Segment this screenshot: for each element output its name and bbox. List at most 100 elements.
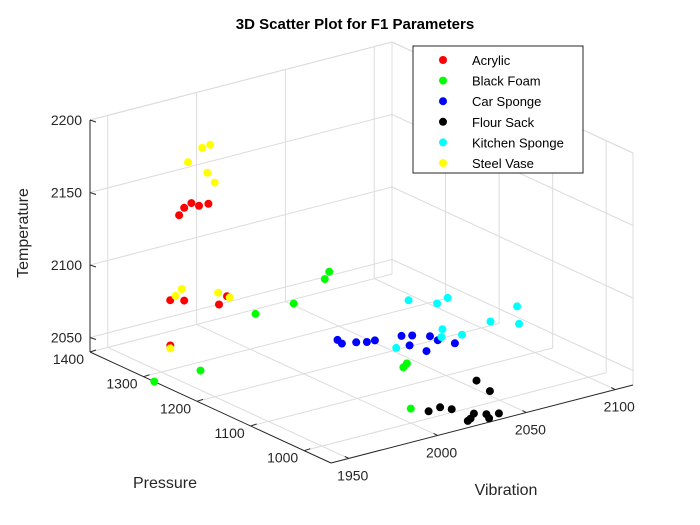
data-point-steel-vase xyxy=(177,285,186,293)
y-tick-mark xyxy=(250,423,257,427)
legend-marker-black-foam xyxy=(439,76,447,85)
data-point-acrylic xyxy=(195,201,203,210)
legend-label-flour-sack: Flour Sack xyxy=(472,115,535,130)
data-point-kitchen-sponge xyxy=(392,343,401,352)
data-point-car-sponge xyxy=(426,332,434,341)
data-point-kitchen-sponge xyxy=(437,333,446,342)
legend-marker-kitchen-sponge xyxy=(439,138,447,147)
data-point-car-sponge xyxy=(337,339,346,348)
data-point-flour-sack xyxy=(485,387,494,396)
legend-label-steel-vase: Steel Vase xyxy=(472,156,534,171)
grid-line xyxy=(285,301,527,413)
data-point-acrylic xyxy=(187,199,196,208)
y-axis-label: Pressure xyxy=(133,475,197,492)
legend-marker-acrylic xyxy=(439,56,447,64)
data-point-steel-vase xyxy=(214,288,223,297)
x-axis-label: Vibration xyxy=(475,482,538,499)
grid-line xyxy=(250,347,553,427)
z-axis-label: Temperature xyxy=(15,188,32,278)
data-point-acrylic xyxy=(180,296,189,305)
grid-line xyxy=(196,324,438,436)
data-point-black-foam xyxy=(406,404,415,413)
z-tick-mark xyxy=(89,337,97,340)
data-point-steel-vase xyxy=(210,178,219,187)
x-axis-line xyxy=(330,384,634,464)
y-tick-label: 1100 xyxy=(215,425,245,441)
data-point-kitchen-sponge xyxy=(438,325,447,334)
data-point-acrylic xyxy=(166,296,175,305)
data-point-flour-sack xyxy=(463,416,472,425)
z-tick-mark xyxy=(89,264,97,268)
grid-line xyxy=(391,186,634,299)
legend: Acrylic Black Foam Car Sponge Flour Sack Kit… xyxy=(412,45,584,174)
grid-line xyxy=(107,346,349,459)
y-tick-label: 1300 xyxy=(106,376,137,392)
data-point-acrylic xyxy=(204,199,213,208)
legend-marker-car-sponge xyxy=(439,97,447,106)
box-edge xyxy=(89,41,393,121)
data-point-acrylic xyxy=(175,211,184,220)
z-tick-label: 2100 xyxy=(51,257,82,273)
data-point-flour-sack xyxy=(472,376,481,385)
legend-marker-steel-vase xyxy=(439,159,447,167)
data-point-black-foam xyxy=(402,359,411,368)
y-tick-mark xyxy=(196,398,204,402)
data-point-steel-vase xyxy=(206,140,215,149)
data-point-steel-vase xyxy=(225,293,234,302)
data-points xyxy=(150,140,523,425)
chart-title: 3D Scatter Plot for F1 Parameters xyxy=(236,16,474,33)
data-point-car-sponge xyxy=(352,338,361,347)
x-tick-mark xyxy=(611,387,616,391)
legend-marker-flour-sack xyxy=(439,117,447,126)
data-point-car-sponge xyxy=(422,347,431,356)
data-point-car-sponge xyxy=(408,331,417,340)
data-point-car-sponge xyxy=(450,339,459,348)
data-point-kitchen-sponge xyxy=(458,330,466,339)
grid-line xyxy=(89,186,393,266)
data-point-car-sponge xyxy=(362,338,371,346)
data-point-kitchen-sponge xyxy=(515,319,523,328)
data-point-flour-sack xyxy=(447,405,456,414)
data-point-flour-sack xyxy=(436,403,445,412)
data-point-kitchen-sponge xyxy=(513,302,522,311)
z-tick-mark xyxy=(89,192,97,195)
z-tick-label: 2200 xyxy=(51,112,82,128)
legend-label-acrylic: Acrylic xyxy=(472,53,511,68)
x-tick-label: 1950 xyxy=(337,467,368,483)
data-point-black-foam xyxy=(289,299,298,308)
grid-line xyxy=(89,114,393,193)
data-point-flour-sack xyxy=(424,407,433,416)
grid-line xyxy=(374,278,616,391)
data-point-car-sponge xyxy=(370,336,379,345)
z-tick-mark xyxy=(89,119,97,123)
grid-line xyxy=(304,372,607,452)
y-tick-label: 1000 xyxy=(267,450,298,466)
data-point-car-sponge xyxy=(397,331,406,340)
data-point-kitchen-sponge xyxy=(443,293,452,302)
data-point-black-foam xyxy=(196,366,205,375)
data-point-black-foam xyxy=(251,309,260,318)
grid-line xyxy=(196,322,500,402)
x-tick-mark xyxy=(522,410,527,413)
data-point-kitchen-sponge xyxy=(433,299,442,308)
legend-box xyxy=(412,45,584,174)
legend-label-black-foam: Black Foam xyxy=(472,74,541,89)
x-tick-label: 2050 xyxy=(515,422,546,438)
data-point-steel-vase xyxy=(203,168,212,177)
x-tick-mark xyxy=(344,455,349,459)
data-point-acrylic xyxy=(215,300,223,309)
y-tick-mark xyxy=(304,448,311,452)
data-point-flour-sack xyxy=(494,409,503,418)
axis-layer: 1950 2000 2050 2100 1000 1100 1200 1300 1400 2050… xyxy=(51,112,635,483)
x-tick-label: 2100 xyxy=(604,399,635,415)
grid-line xyxy=(391,259,634,371)
y-tick-mark xyxy=(143,374,150,378)
legend-label-kitchen-sponge: Kitchen Sponge xyxy=(472,135,564,150)
data-point-acrylic xyxy=(180,203,189,212)
x-tick-mark xyxy=(433,433,438,436)
z-tick-label: 2050 xyxy=(51,330,82,346)
data-point-black-foam xyxy=(320,275,329,284)
data-point-black-foam xyxy=(150,377,159,386)
data-point-kitchen-sponge xyxy=(486,317,495,326)
